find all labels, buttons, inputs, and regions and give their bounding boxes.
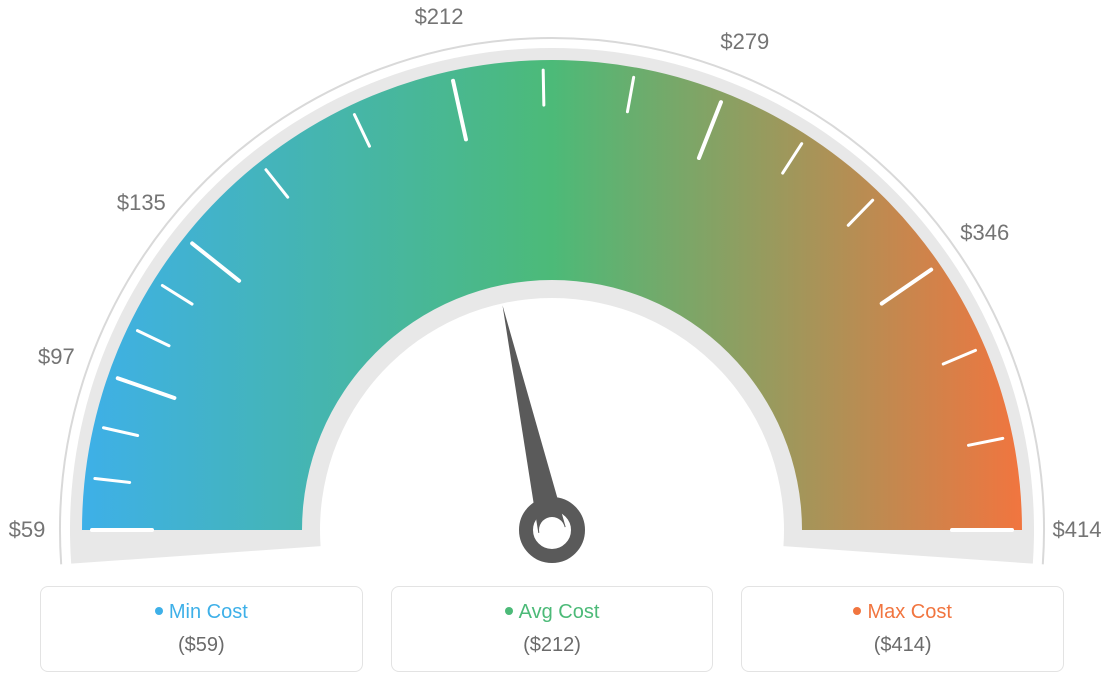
gauge-chart: $59 $97 $135 $212 $279 $346 $414 xyxy=(0,0,1104,570)
legend-label-min: Min Cost xyxy=(169,601,248,623)
cost-gauge-container: $59 $97 $135 $212 $279 $346 $414 Min Cost ($59… xyxy=(0,0,1104,690)
legend-title-min: Min Cost xyxy=(51,601,352,624)
gauge-svg xyxy=(0,0,1104,570)
dot-icon-max xyxy=(853,607,861,615)
legend-title-avg: Avg Cost xyxy=(402,601,703,624)
legend-card-min: Min Cost ($59) xyxy=(40,586,363,672)
legend-value-avg: ($212) xyxy=(402,634,703,657)
legend-value-min: ($59) xyxy=(51,634,352,657)
gauge-tick-label: $59 xyxy=(9,517,46,543)
gauge-tick-label: $97 xyxy=(38,344,75,370)
gauge-tick-label: $279 xyxy=(720,29,769,55)
legend-card-max: Max Cost ($414) xyxy=(741,586,1064,672)
gauge-tick-label: $212 xyxy=(415,4,464,30)
dot-icon-avg xyxy=(505,607,513,615)
legend-label-max: Max Cost xyxy=(867,601,951,623)
legend-label-avg: Avg Cost xyxy=(519,601,600,623)
legend-value-max: ($414) xyxy=(752,634,1053,657)
gauge-tick-label: $346 xyxy=(960,220,1009,246)
legend-title-max: Max Cost xyxy=(752,601,1053,624)
gauge-tick-label: $414 xyxy=(1053,517,1102,543)
legend-row: Min Cost ($59) Avg Cost ($212) Max Cost … xyxy=(40,586,1064,672)
gauge-tick-label: $135 xyxy=(117,190,166,216)
dot-icon-min xyxy=(155,607,163,615)
legend-card-avg: Avg Cost ($212) xyxy=(391,586,714,672)
